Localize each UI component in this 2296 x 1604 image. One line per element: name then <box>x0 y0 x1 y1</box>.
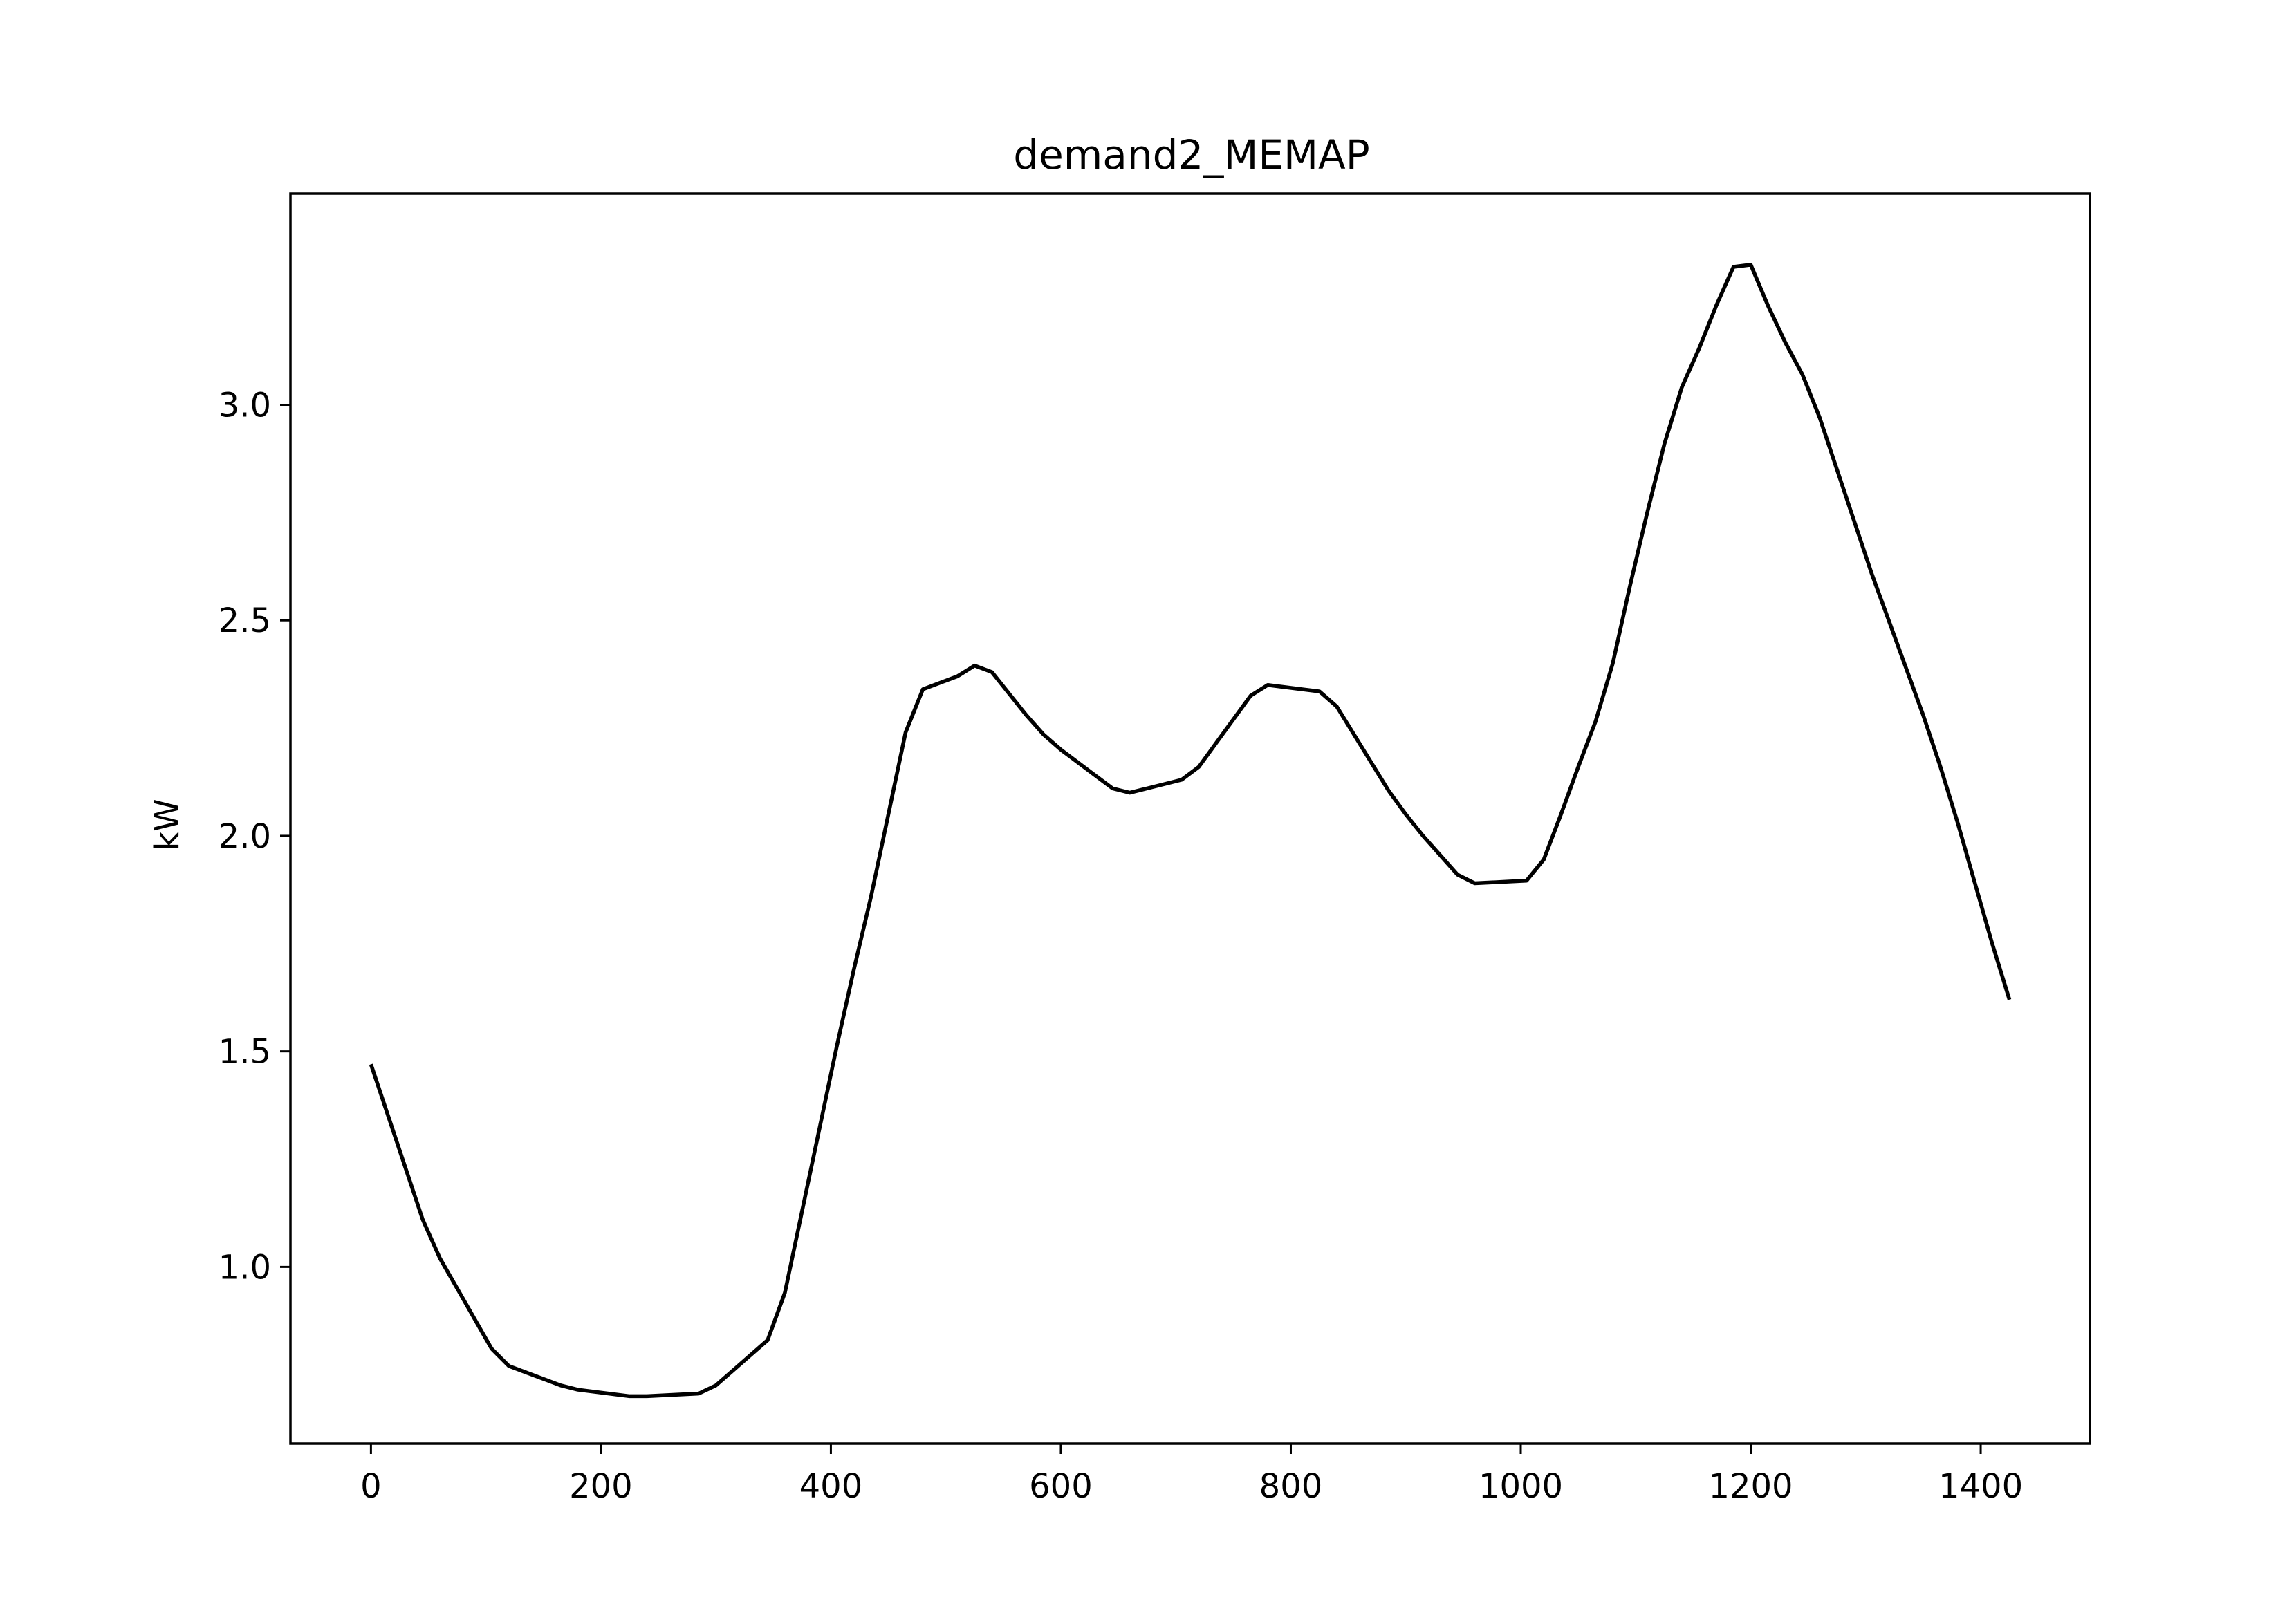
x-tick-label: 1000 <box>1479 1467 1563 1506</box>
y-tick-label: 2.0 <box>219 817 271 856</box>
y-axis-label: kW <box>148 799 187 850</box>
chart-title: demand2_MEMAP <box>1013 131 1369 178</box>
x-tick-label: 600 <box>1029 1467 1093 1506</box>
x-tick-label: 1400 <box>1938 1467 2023 1506</box>
y-tick-label: 2.5 <box>219 602 271 640</box>
x-tick-label: 400 <box>799 1467 863 1506</box>
axes-frame <box>289 192 2091 1445</box>
x-tick-label: 800 <box>1259 1467 1323 1506</box>
y-tick-label: 1.5 <box>219 1033 271 1072</box>
y-axis-ticks: 1.0 1.5 2.0 2.5 3.0 <box>219 386 290 1287</box>
x-tick-label: 200 <box>569 1467 633 1506</box>
y-tick-label: 1.0 <box>219 1248 271 1287</box>
series-line-0 <box>369 263 2012 1399</box>
plot-area <box>369 263 2012 1399</box>
x-tick-label: 0 <box>360 1467 382 1506</box>
x-tick-label: 1200 <box>1708 1467 1793 1506</box>
y-tick-label: 3.0 <box>219 386 271 425</box>
x-axis-ticks: 0 200 400 600 800 1000 1200 1400 <box>360 1444 2023 1506</box>
